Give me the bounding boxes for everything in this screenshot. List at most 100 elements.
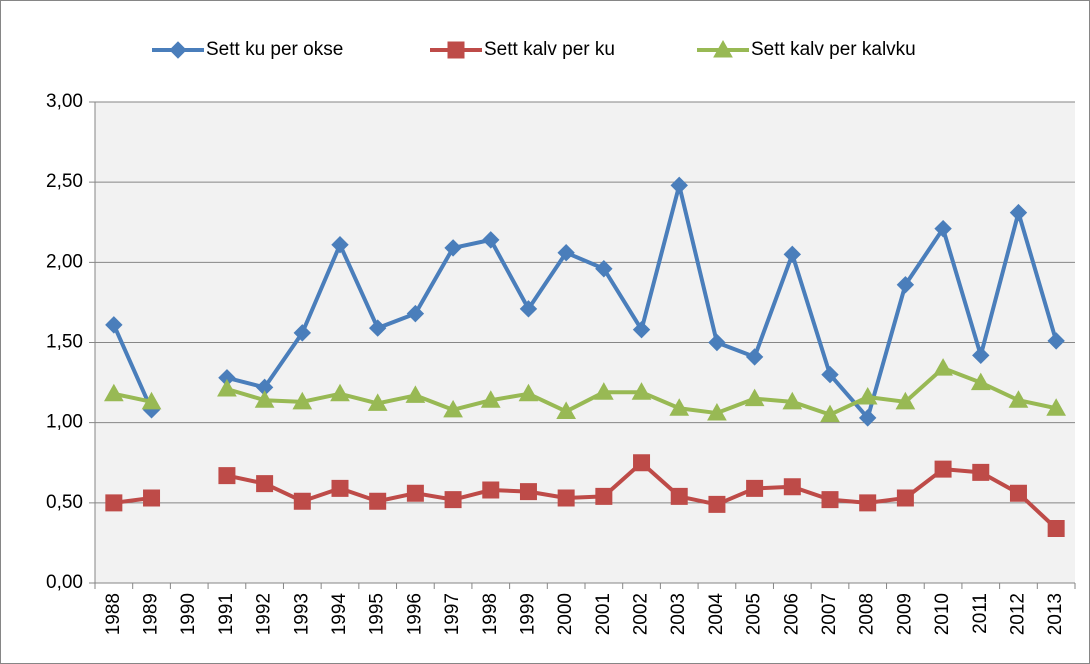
data-point [783,245,802,264]
y-tick-label: 0,50 [46,492,83,513]
x-tick-label: 2002 [631,593,652,635]
data-point [518,383,539,402]
legend-label: Sett kalv per ku [484,39,615,60]
legend-marker [447,41,465,59]
x-tick-label: 1992 [254,593,275,635]
data-point [293,492,311,510]
data-point [1047,519,1065,537]
data-point [218,467,236,485]
data-point [970,372,991,391]
data-point [330,383,350,402]
legend-label: Sett ku per okse [206,39,343,60]
x-tick-label: 2007 [819,593,840,635]
x-tick-label: 2012 [1007,593,1028,635]
data-point [143,489,161,507]
data-point [670,487,688,505]
data-point [821,491,839,509]
data-point [595,487,613,505]
y-tick-label: 3,00 [46,91,83,112]
x-tick-label: 2004 [706,593,727,636]
data-point [443,399,463,418]
data-point [406,304,425,323]
data-point [1047,332,1065,350]
x-tick-label: 1999 [517,593,538,635]
data-point [670,176,688,195]
data-point [405,385,426,403]
data-point [331,479,349,497]
legend-marker [713,39,733,58]
data-point [1009,484,1027,502]
data-point [933,358,953,376]
x-tick-label: 1989 [141,593,162,635]
data-point [896,489,914,507]
data-point [744,388,765,407]
data-point [1046,398,1067,416]
data-point [293,324,312,342]
x-tick-label: 2008 [857,593,878,635]
y-tick-label: 2,00 [46,251,83,272]
legend-marker [169,41,187,59]
data-point [367,393,388,411]
data-point [105,316,123,334]
data-point [292,391,313,410]
data-point [256,475,274,493]
data-point [254,390,275,408]
y-tick-label: 1,50 [46,332,83,353]
data-point [821,365,839,384]
data-point [1008,390,1029,408]
data-point [482,481,500,499]
x-tick-label: 2003 [668,593,689,635]
x-tick-label: 1995 [367,593,388,635]
data-point [368,319,387,337]
data-point [632,320,651,339]
data-point [482,231,500,249]
x-tick-label: 1997 [442,593,463,635]
x-tick-label: 2001 [593,593,614,635]
data-point [857,386,878,405]
x-tick-label: 2000 [555,593,576,635]
x-tick-label: 2006 [781,593,802,635]
x-tick-label: 2005 [744,593,765,635]
x-tick-label: 2013 [1045,593,1066,635]
data-point [895,391,916,410]
x-tick-label: 1993 [291,593,312,635]
data-point [557,244,575,262]
data-point [369,492,387,510]
data-point [633,454,651,472]
data-point [708,333,726,352]
data-point [934,460,952,478]
data-point [556,401,577,419]
data-point [669,398,690,416]
x-tick-label: 2010 [932,593,953,635]
data-point [896,276,915,294]
data-point [105,494,123,512]
data-point [631,382,652,400]
legend-label: Sett kalv per kalvku [751,39,916,60]
data-point [972,463,990,481]
data-point [480,390,501,408]
data-point [557,489,575,507]
data-point [934,219,952,238]
data-point [707,403,727,421]
data-point [444,491,462,509]
x-tick-label: 1991 [216,593,237,635]
x-tick-label: 2009 [894,593,915,635]
x-tick-label: 1988 [103,593,124,635]
x-tick-label: 1994 [329,593,350,636]
y-tick-label: 2,50 [46,171,83,192]
data-point [103,383,124,402]
data-point [820,404,840,423]
x-tick-label: 2011 [970,593,991,634]
data-point [1009,203,1028,222]
x-tick-label: 1998 [480,593,501,635]
data-point [783,478,801,496]
data-point [859,494,877,512]
data-point [141,391,162,410]
data-point [708,495,726,513]
data-point [595,260,613,278]
data-point [746,479,764,497]
y-tick-label: 1,00 [46,412,83,433]
data-point [745,348,764,366]
data-point [858,409,877,427]
x-tick-label: 1996 [404,593,425,635]
